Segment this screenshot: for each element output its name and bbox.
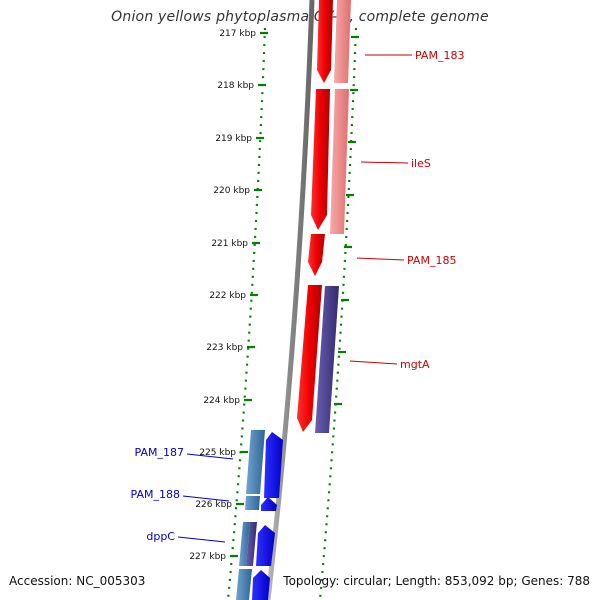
label-leader-line (356, 257, 405, 261)
ruler-tick-label: 221 kbp (211, 239, 248, 249)
cds-ileS (311, 89, 330, 230)
genome-backbone (265, 0, 315, 600)
reverse-strand-cds (297, 0, 333, 432)
feature-label-PAM_185[interactable]: PAM_185 (407, 254, 456, 267)
ruler-tick-label: 226 kbp (195, 500, 232, 510)
feature-label-PAM_187[interactable]: PAM_187 (135, 446, 184, 459)
cog-dppC-b (246, 522, 257, 566)
ruler-tick-label: 219 kbp (215, 134, 252, 144)
map-title: Onion yellows phytoplasma OY-M, complete… (111, 9, 489, 25)
forward-strand-cog (236, 430, 265, 600)
cog-mgtA (315, 286, 339, 433)
ruler-tick-label: 217 kbp (219, 29, 256, 39)
cds-PAM_188 (261, 497, 277, 511)
cog-ileS (330, 89, 349, 234)
forward-strand-cds (252, 432, 283, 600)
ruler-tick-label: 218 kbp (217, 81, 254, 91)
ruler-tick-label: 220 kbp (213, 186, 250, 196)
cds-PAM_185 (308, 234, 325, 276)
cog-next (236, 569, 252, 600)
feature-label-PAM_183[interactable]: PAM_183 (415, 49, 464, 62)
cds-dppC (256, 525, 275, 566)
cog-dppC-a (239, 522, 250, 566)
feature-label-dppC[interactable]: dppC (146, 530, 175, 543)
inner-tick-track (226, 27, 267, 600)
accession-text: Accession: NC_005303 (9, 574, 146, 588)
ruler-tick-label: 225 kbp (199, 448, 236, 458)
feature-label-PAM_188[interactable]: PAM_188 (131, 488, 180, 501)
ruler-tick-label: 222 kbp (209, 291, 246, 301)
kbp-ruler: 217 kbp 218 kbp 219 kbp 220 kbp 221 kbp 222 k… (189, 29, 359, 562)
cds-PAM_183 (317, 0, 333, 83)
cds-next (252, 570, 270, 600)
feature-labels: PAM_183 ileS PAM_185 mgtA PAM_187 PAM_188 dppC (131, 49, 465, 543)
ruler-tick-label: 227 kbp (189, 552, 226, 562)
reverse-strand-cog (315, 0, 351, 433)
cog-PAM_188 (245, 496, 260, 510)
cds-mgtA (297, 285, 322, 432)
label-leader-line (360, 161, 409, 164)
cds-PAM_187 (264, 432, 283, 498)
label-leader-line (177, 536, 226, 543)
label-leader-line (349, 360, 398, 365)
feature-label-ileS[interactable]: ileS (411, 157, 431, 170)
topology-summary: Topology: circular; Length: 853,092 bp; … (283, 574, 590, 588)
cog-PAM_183 (334, 0, 351, 83)
label-leader-line (182, 495, 230, 502)
outer-tick-track (318, 27, 358, 600)
ruler-tick-label: 224 kbp (203, 396, 240, 406)
cog-PAM_187 (246, 430, 265, 494)
tick-track-group (226, 27, 358, 600)
feature-label-mgtA[interactable]: mgtA (400, 358, 430, 371)
ruler-tick-label: 223 kbp (206, 343, 243, 353)
label-leader-line (186, 453, 234, 460)
